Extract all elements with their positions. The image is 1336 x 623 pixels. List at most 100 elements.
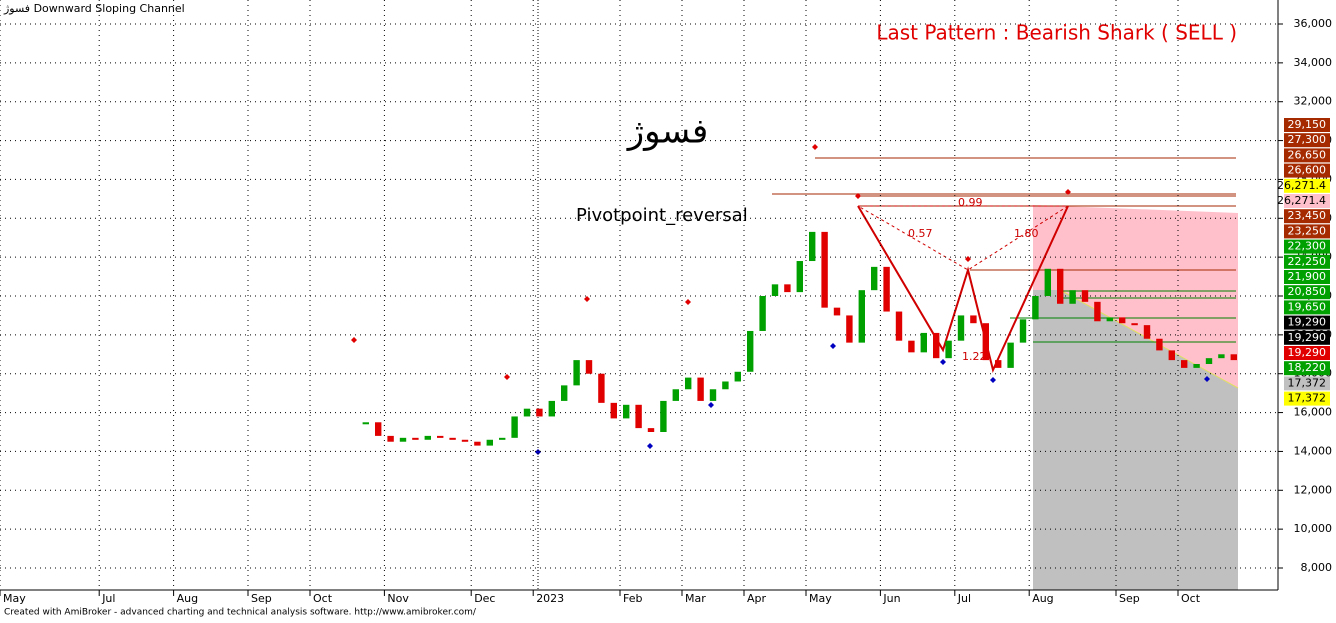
x-tick-label: Jun bbox=[882, 592, 900, 605]
price-label: 26,650 bbox=[1288, 148, 1327, 161]
y-tick-label: 10,000 bbox=[1294, 522, 1333, 535]
price-bar bbox=[821, 231, 828, 308]
pivot-low bbox=[535, 449, 541, 455]
pivot-high bbox=[351, 337, 357, 343]
price-bar bbox=[858, 290, 865, 343]
price-bar bbox=[660, 400, 667, 432]
price-bar bbox=[1094, 301, 1101, 322]
price-bar bbox=[523, 408, 531, 417]
price-label: 20,850 bbox=[1288, 285, 1327, 298]
pivot-low bbox=[940, 359, 946, 365]
price-label-box bbox=[1284, 285, 1330, 300]
price-bar bbox=[771, 284, 779, 296]
price-bar bbox=[1181, 360, 1188, 368]
price-bar bbox=[635, 404, 642, 429]
price-label: 19,650 bbox=[1288, 300, 1327, 313]
price-bar bbox=[846, 315, 853, 343]
price-label-box bbox=[1284, 239, 1330, 254]
price-bar bbox=[871, 266, 878, 291]
pivot-low bbox=[1204, 376, 1210, 382]
price-label-box bbox=[1284, 254, 1330, 269]
price-bar bbox=[933, 332, 940, 359]
price-bar bbox=[709, 389, 717, 401]
price-bar bbox=[883, 266, 890, 312]
price-bar bbox=[672, 389, 679, 401]
price-bar bbox=[461, 439, 469, 442]
x-tick-label: Sep bbox=[1119, 592, 1140, 605]
price-bar bbox=[375, 422, 382, 436]
price-label: 19,290 bbox=[1288, 331, 1327, 344]
price-label: 21,900 bbox=[1288, 270, 1327, 283]
pivot-low bbox=[990, 377, 996, 383]
price-label-box bbox=[1284, 209, 1330, 224]
price-label: 22,250 bbox=[1288, 255, 1327, 268]
pattern-guide bbox=[857, 205, 1070, 271]
price-bar bbox=[573, 360, 580, 386]
pivot-high bbox=[812, 144, 818, 150]
price-bar bbox=[399, 437, 407, 442]
price-bar bbox=[647, 428, 655, 432]
price-label-box bbox=[1284, 118, 1330, 132]
price-bar bbox=[809, 231, 816, 262]
price-bar bbox=[561, 385, 568, 401]
price-bar bbox=[1081, 290, 1089, 302]
price-bar bbox=[387, 435, 394, 442]
price-bar bbox=[585, 360, 593, 374]
price-bar bbox=[548, 400, 555, 417]
x-tick-label: Jul bbox=[101, 592, 115, 605]
pivot-low bbox=[708, 402, 714, 408]
y-tick-label: 12,000 bbox=[1294, 483, 1333, 496]
y-tick-label: 8,000 bbox=[1301, 561, 1333, 574]
price-bar bbox=[833, 307, 841, 316]
price-bar bbox=[970, 315, 977, 324]
x-tick-label: May bbox=[3, 592, 26, 605]
price-bar bbox=[982, 323, 989, 361]
price-bar bbox=[759, 296, 766, 331]
x-tick-label: Mar bbox=[685, 592, 706, 605]
pivot-high bbox=[1065, 189, 1071, 195]
price-label: 19,290 bbox=[1288, 316, 1327, 329]
price-label: 19,290 bbox=[1288, 346, 1327, 359]
y-tick-label: 16,000 bbox=[1294, 406, 1333, 419]
price-bar bbox=[722, 381, 729, 390]
price-bar bbox=[1168, 350, 1175, 361]
price-bar bbox=[499, 437, 506, 440]
price-bar bbox=[536, 408, 543, 417]
x-tick-label: Apr bbox=[747, 592, 767, 605]
pivot-high bbox=[855, 193, 861, 199]
pivot-low bbox=[647, 443, 653, 449]
x-tick-label: Nov bbox=[387, 592, 409, 605]
ratio-label: 1.80 bbox=[1014, 227, 1039, 240]
price-bar bbox=[920, 332, 927, 353]
price-bar bbox=[1230, 354, 1237, 361]
pivot-high bbox=[504, 374, 510, 380]
price-label-box bbox=[1284, 376, 1330, 391]
x-tick-label: Feb bbox=[623, 592, 642, 605]
price-bar bbox=[1131, 323, 1138, 326]
price-bar bbox=[424, 435, 431, 440]
x-tick-label: Aug bbox=[177, 592, 198, 605]
price-label-box bbox=[1284, 133, 1330, 148]
price-label: 23,250 bbox=[1288, 224, 1327, 237]
x-tick-label: Sep bbox=[251, 592, 272, 605]
price-label: 26,271.4 bbox=[1277, 179, 1326, 192]
x-tick-label: May bbox=[809, 592, 832, 605]
price-label-box bbox=[1284, 148, 1330, 163]
price-label: 18,220 bbox=[1288, 361, 1327, 374]
price-label: 26,600 bbox=[1288, 164, 1327, 177]
symbol-label: فسوژ bbox=[626, 112, 709, 152]
price-bar bbox=[957, 315, 965, 341]
price-label-box bbox=[1284, 163, 1330, 178]
price-bar bbox=[796, 261, 803, 293]
price-bar bbox=[1019, 319, 1027, 343]
pivot-high bbox=[965, 256, 971, 262]
price-label-box bbox=[1284, 361, 1330, 376]
price-label: 29,150 bbox=[1288, 118, 1327, 131]
price-label-box bbox=[1284, 315, 1330, 330]
pivot-low bbox=[830, 343, 836, 349]
pattern-line bbox=[857, 205, 1069, 374]
price-label: 27,300 bbox=[1288, 133, 1327, 146]
price-bar bbox=[1044, 268, 1051, 296]
price-bar bbox=[1057, 268, 1064, 304]
